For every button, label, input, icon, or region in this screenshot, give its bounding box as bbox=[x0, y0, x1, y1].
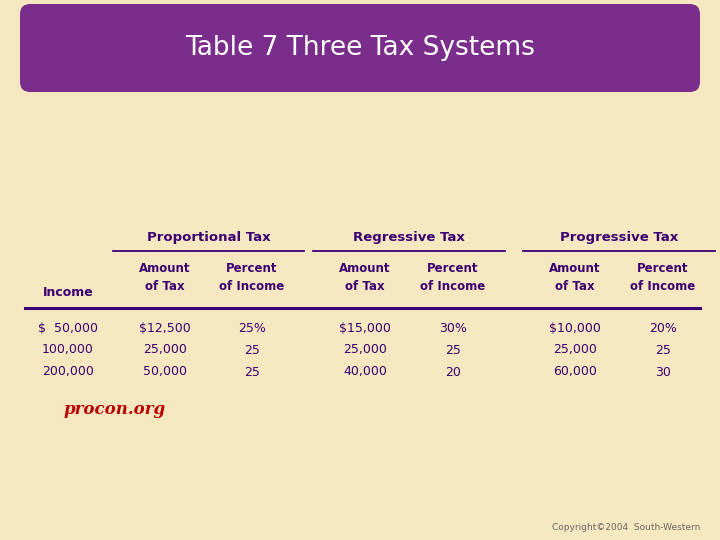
Text: $15,000: $15,000 bbox=[339, 321, 391, 334]
Text: 30%: 30% bbox=[439, 321, 467, 334]
Text: 25,000: 25,000 bbox=[553, 343, 597, 356]
Text: 40,000: 40,000 bbox=[343, 366, 387, 379]
Text: 25,000: 25,000 bbox=[143, 343, 187, 356]
Text: 30: 30 bbox=[655, 366, 671, 379]
Text: Percent
of Income: Percent of Income bbox=[420, 261, 485, 293]
Text: Regressive Tax: Regressive Tax bbox=[353, 232, 465, 245]
Text: procon.org: procon.org bbox=[64, 402, 166, 418]
Text: 60,000: 60,000 bbox=[553, 366, 597, 379]
Text: 25: 25 bbox=[244, 343, 260, 356]
Text: 100,000: 100,000 bbox=[42, 343, 94, 356]
Text: $10,000: $10,000 bbox=[549, 321, 601, 334]
Text: Percent
of Income: Percent of Income bbox=[631, 261, 696, 293]
Text: Income: Income bbox=[42, 286, 94, 299]
Text: Amount
of Tax: Amount of Tax bbox=[549, 261, 600, 293]
Text: Progressive Tax: Progressive Tax bbox=[560, 232, 678, 245]
Text: $  50,000: $ 50,000 bbox=[38, 321, 98, 334]
Text: 25%: 25% bbox=[238, 321, 266, 334]
Text: 25: 25 bbox=[244, 366, 260, 379]
Text: Table 7 Three Tax Systems: Table 7 Three Tax Systems bbox=[185, 35, 535, 61]
Text: 25: 25 bbox=[655, 343, 671, 356]
Text: 25: 25 bbox=[445, 343, 461, 356]
Text: Copyright©2004  South-Western: Copyright©2004 South-Western bbox=[552, 523, 700, 532]
Text: Percent
of Income: Percent of Income bbox=[220, 261, 284, 293]
Text: Amount
of Tax: Amount of Tax bbox=[139, 261, 191, 293]
Text: Proportional Tax: Proportional Tax bbox=[147, 232, 270, 245]
Text: 200,000: 200,000 bbox=[42, 366, 94, 379]
Text: $12,500: $12,500 bbox=[139, 321, 191, 334]
Text: 25,000: 25,000 bbox=[343, 343, 387, 356]
Text: Amount
of Tax: Amount of Tax bbox=[339, 261, 391, 293]
FancyBboxPatch shape bbox=[20, 4, 700, 92]
Text: 20: 20 bbox=[445, 366, 461, 379]
Text: 50,000: 50,000 bbox=[143, 366, 187, 379]
Text: 20%: 20% bbox=[649, 321, 677, 334]
